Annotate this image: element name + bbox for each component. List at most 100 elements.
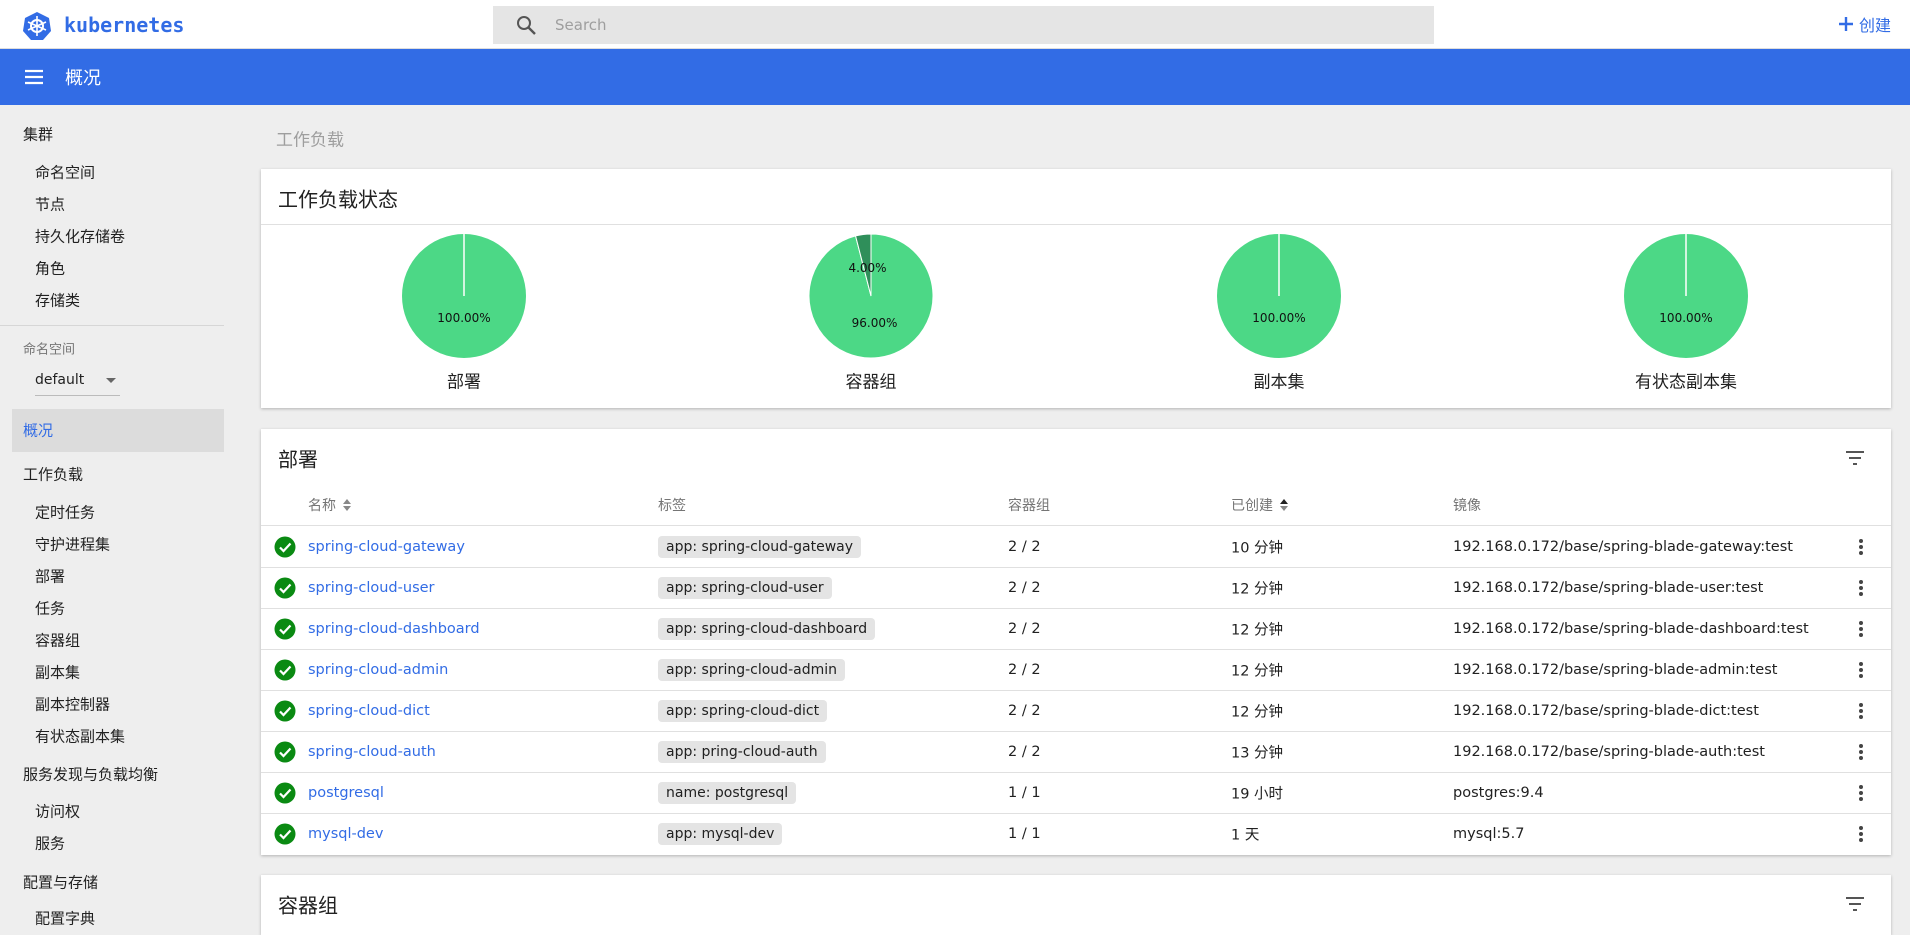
deployment-name[interactable]: spring-cloud-admin xyxy=(308,662,449,678)
filter-icon[interactable] xyxy=(1845,450,1865,466)
divider xyxy=(261,649,1891,650)
slice-label: 100.00% xyxy=(1659,311,1712,325)
sidebar: 集群 命名空间 节点 持久化存储卷 角色 存储类 命名空间 default 概况 工作负载 定时任务… xyxy=(0,105,230,928)
deployment-name[interactable]: mysql-dev xyxy=(308,826,384,842)
deployment-name[interactable]: spring-cloud-auth xyxy=(308,744,436,760)
nav-item[interactable]: 守护进程集 xyxy=(35,535,111,554)
arrow xyxy=(106,378,116,383)
dot xyxy=(1859,791,1863,795)
sort-down xyxy=(343,506,351,511)
nav-item-active[interactable]: 概况 xyxy=(23,421,54,440)
nav-item[interactable]: 持久化存储卷 xyxy=(35,227,126,246)
divider xyxy=(261,567,1891,568)
slice-label: 96.00% xyxy=(852,316,898,330)
slice-label: 100.00% xyxy=(437,311,490,325)
row-menu[interactable] xyxy=(1858,784,1864,802)
check-bg xyxy=(274,618,296,640)
nav-item[interactable]: 命名空间 xyxy=(35,163,96,182)
deployment-name[interactable]: postgresql xyxy=(308,785,384,801)
nav-section[interactable]: 集群 xyxy=(23,125,54,144)
sort-icon[interactable] xyxy=(1279,498,1289,512)
status-ok-icon xyxy=(274,823,296,845)
label-chip: app: mysql-dev xyxy=(658,823,783,845)
dot xyxy=(1859,592,1863,596)
created-age: 12 分钟 xyxy=(1231,622,1284,639)
deployment-name[interactable]: spring-cloud-dashboard xyxy=(308,621,480,637)
status-ok-icon xyxy=(274,618,296,640)
image: mysql:5.7 xyxy=(1453,826,1525,842)
divider xyxy=(261,690,1891,691)
dot xyxy=(1859,586,1863,590)
card-title: 部署 xyxy=(278,447,318,472)
dot xyxy=(1859,551,1863,555)
dot xyxy=(1859,633,1863,637)
pod-count: 2 / 2 xyxy=(1008,744,1041,760)
namespace-select[interactable]: default xyxy=(35,372,85,388)
nav-item[interactable]: 部署 xyxy=(35,567,66,586)
logo-text[interactable]: kubernetes xyxy=(64,13,185,37)
nav-item[interactable]: 存储类 xyxy=(35,291,81,310)
sort-icon[interactable] xyxy=(342,498,352,512)
divider xyxy=(261,608,1891,609)
dot xyxy=(1859,797,1863,801)
row-menu[interactable] xyxy=(1858,579,1864,597)
filter-icon[interactable] xyxy=(1845,896,1865,912)
nav-item[interactable]: 访问权 xyxy=(35,802,81,821)
logo-icon[interactable] xyxy=(22,11,52,41)
check xyxy=(279,542,292,553)
pods-card: 容器组 xyxy=(261,875,1891,935)
divider xyxy=(261,772,1891,773)
plus-icon[interactable] xyxy=(1838,16,1854,32)
search-box[interactable] xyxy=(493,6,1434,44)
deployment-name[interactable]: spring-cloud-user xyxy=(308,580,435,596)
deployment-name[interactable]: spring-cloud-dict xyxy=(308,703,430,719)
nav-item[interactable]: 副本集 xyxy=(35,663,81,682)
dropdown-arrow[interactable] xyxy=(105,377,117,385)
toolbar: 概况 xyxy=(0,49,1910,105)
column-header[interactable]: 名称 xyxy=(308,498,336,514)
check xyxy=(279,706,292,717)
nav-item[interactable]: 有状态副本集 xyxy=(35,727,126,746)
column-header[interactable]: 已创建 xyxy=(1231,498,1273,514)
status-ok-icon xyxy=(274,577,296,599)
column-header: 容器组 xyxy=(1008,498,1050,514)
nav-item[interactable]: 角色 xyxy=(35,259,66,278)
menu-icon[interactable] xyxy=(24,67,44,87)
check-bg xyxy=(274,536,296,558)
dot xyxy=(1859,744,1863,748)
row-menu[interactable] xyxy=(1858,538,1864,556)
dot xyxy=(1859,785,1863,789)
nav-section[interactable]: 工作负载 xyxy=(23,465,84,484)
status-ok-icon xyxy=(274,700,296,722)
row-menu[interactable] xyxy=(1858,825,1864,843)
row-menu[interactable] xyxy=(1858,620,1864,638)
nav-item[interactable]: 定时任务 xyxy=(35,503,96,522)
nav-item[interactable]: 服务 xyxy=(35,834,66,853)
create-button[interactable]: 创建 xyxy=(1859,16,1892,35)
check-bg xyxy=(274,823,296,845)
nav-section[interactable]: 服务发现与负载均衡 xyxy=(23,765,159,784)
deployment-name[interactable]: spring-cloud-gateway xyxy=(308,539,465,555)
pod-count: 2 / 2 xyxy=(1008,580,1041,596)
header: kubernetes Search 创建 xyxy=(0,0,1910,49)
row-menu[interactable] xyxy=(1858,661,1864,679)
check xyxy=(279,747,292,758)
dot xyxy=(1859,545,1863,549)
nav-item[interactable]: 副本控制器 xyxy=(35,695,111,714)
row-menu[interactable] xyxy=(1858,702,1864,720)
nav-item[interactable]: 容器组 xyxy=(35,631,81,650)
check xyxy=(279,665,292,676)
nav-item[interactable]: 节点 xyxy=(35,195,66,214)
pod-count: 1 / 1 xyxy=(1008,785,1041,801)
nav-item[interactable]: 配置字典 xyxy=(35,909,96,928)
nav-item[interactable]: 任务 xyxy=(35,599,66,618)
image: 192.168.0.172/base/spring-blade-gateway:… xyxy=(1453,539,1793,555)
status-ok-icon xyxy=(274,782,296,804)
divider xyxy=(261,525,1891,526)
pie-chart: 100.00% xyxy=(1624,234,1748,358)
check-bg xyxy=(274,782,296,804)
check-bg xyxy=(274,700,296,722)
deployments-card: 部署 名称 标签 容器组 已创建 镜像 spring-cloud-gateway app: … xyxy=(261,429,1891,855)
nav-section[interactable]: 配置与存储 xyxy=(23,873,99,892)
row-menu[interactable] xyxy=(1858,743,1864,761)
